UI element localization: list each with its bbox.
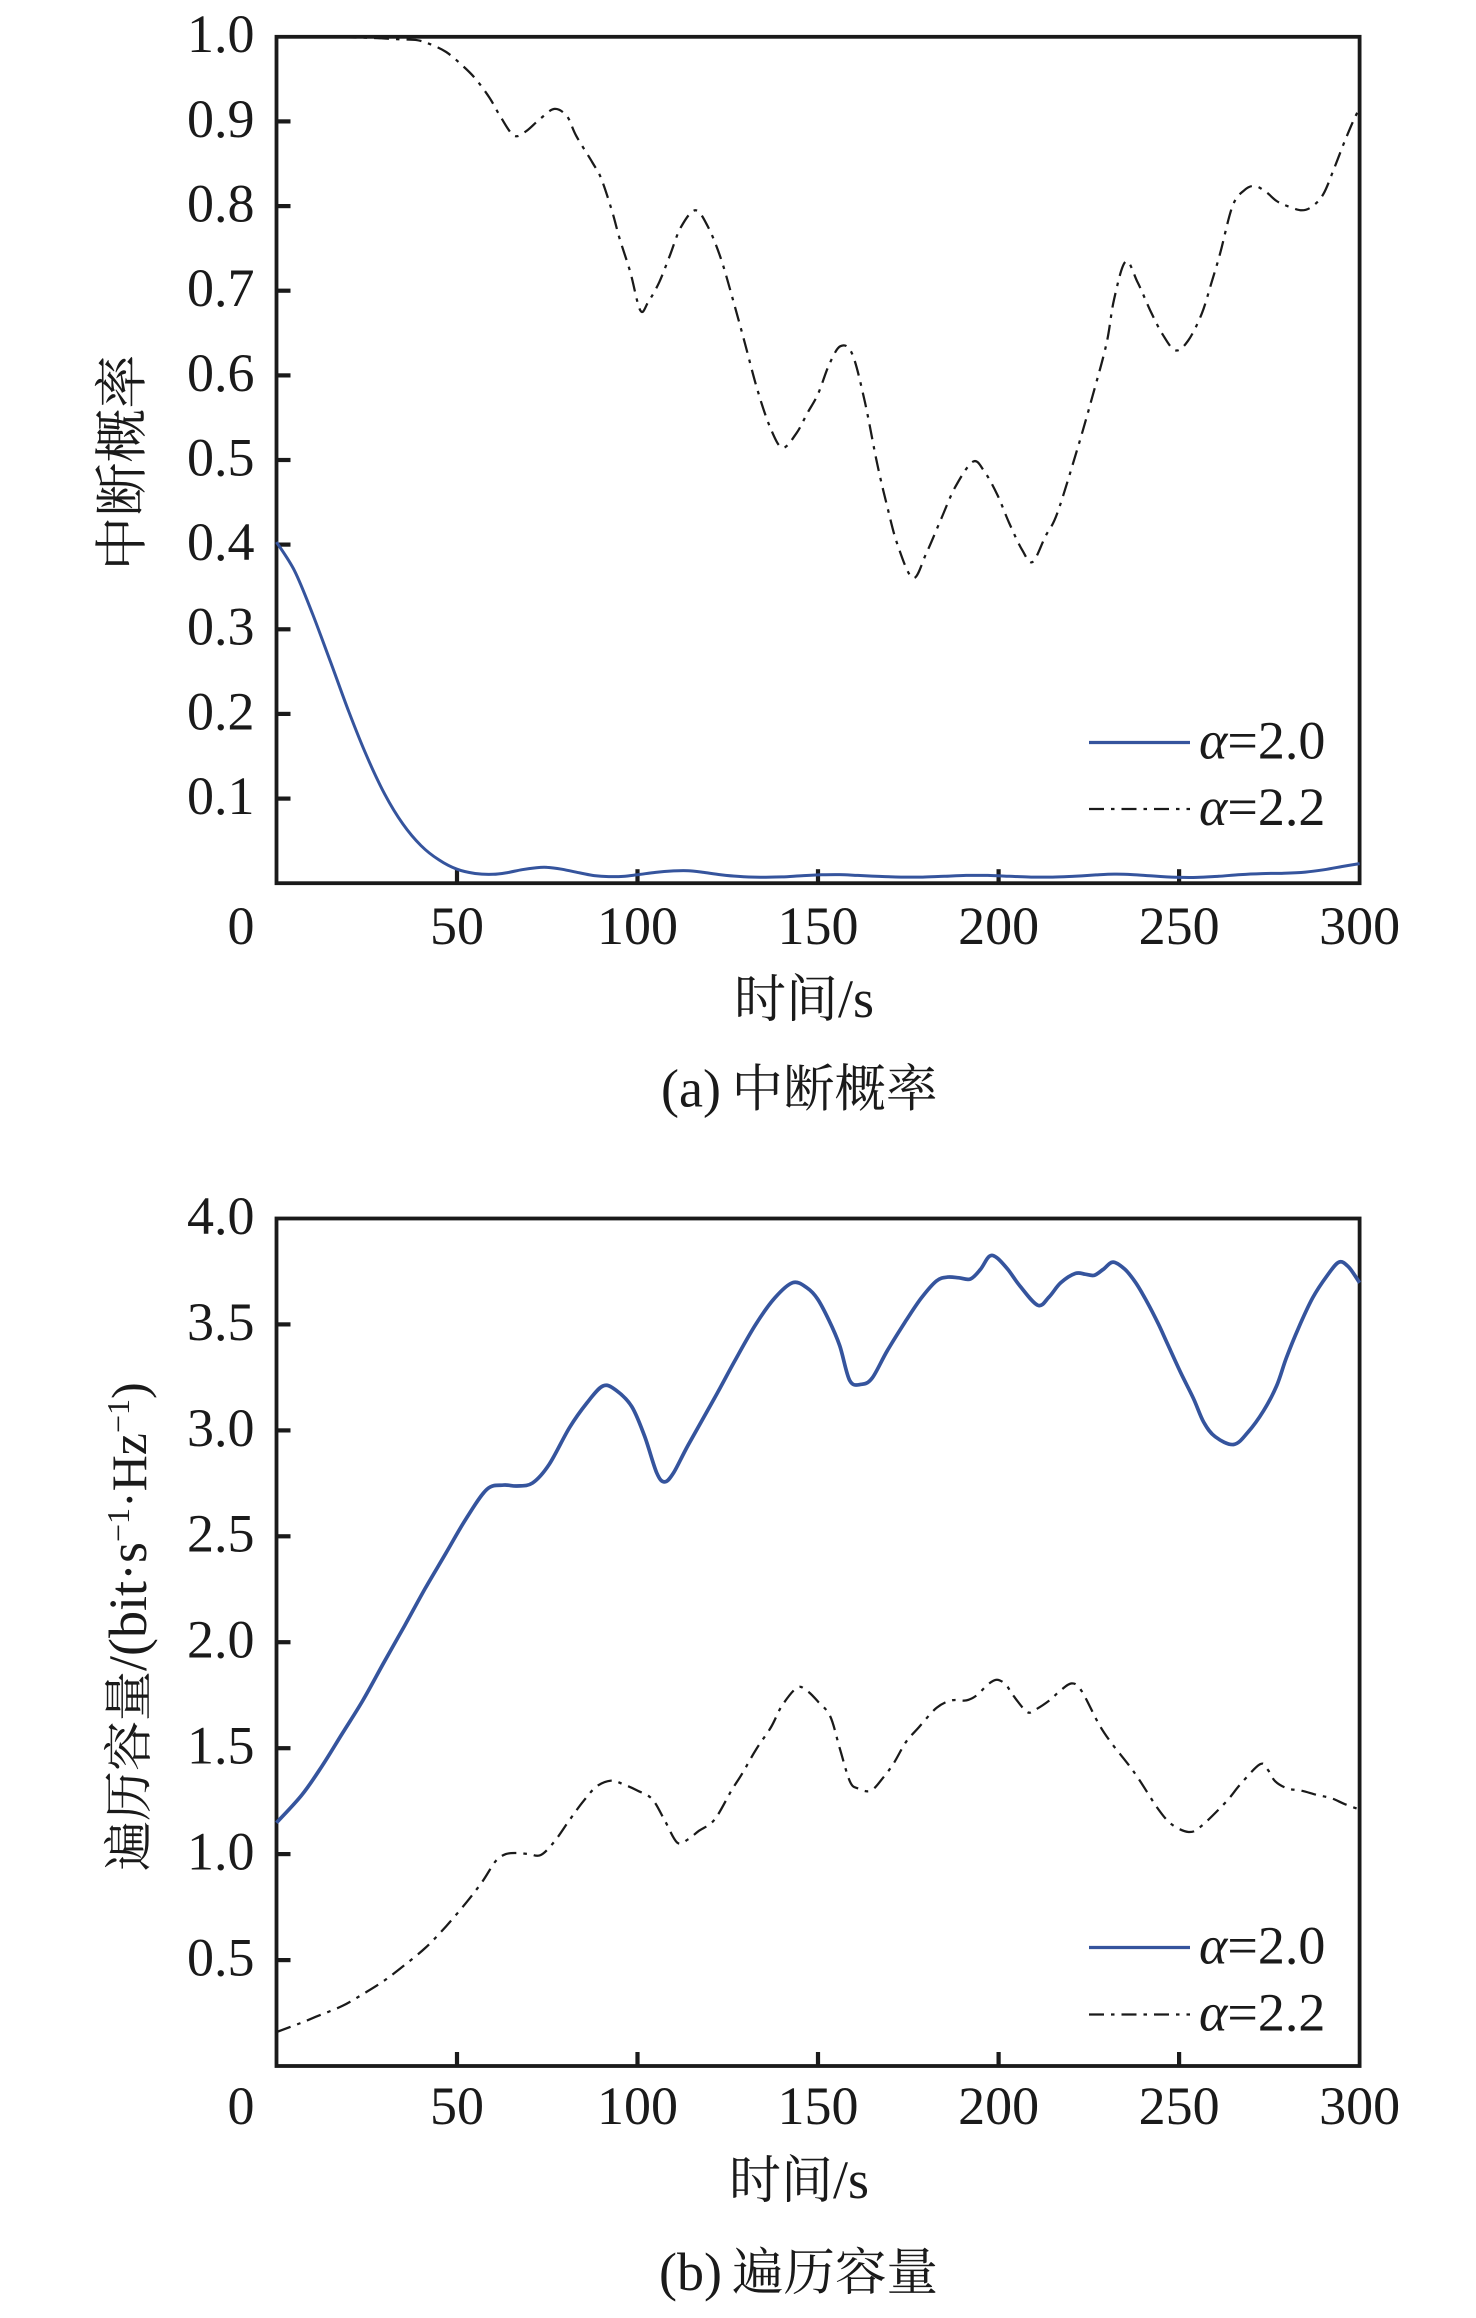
svg-text:0.1: 0.1 <box>187 766 255 826</box>
svg-text:150: 150 <box>778 896 859 956</box>
svg-text:(a): (a) <box>661 1059 734 1119</box>
svg-text:α=2.0: α=2.0 <box>1199 1916 1325 1976</box>
svg-text:4.0: 4.0 <box>187 1186 255 1246</box>
svg-text:1.5: 1.5 <box>187 1716 255 1776</box>
svg-text:300: 300 <box>1319 896 1400 956</box>
svg-text:150: 150 <box>778 2076 859 2136</box>
svg-text:0.4: 0.4 <box>187 512 255 572</box>
svg-text:/s: /s <box>833 2150 869 2210</box>
svg-text:100: 100 <box>597 2076 678 2136</box>
svg-text:2.0: 2.0 <box>187 1610 255 1670</box>
svg-text:1.0: 1.0 <box>187 1822 255 1882</box>
svg-text:0: 0 <box>228 896 255 956</box>
svg-text:3.5: 3.5 <box>187 1292 255 1352</box>
svg-text:50: 50 <box>430 2076 484 2136</box>
svg-text:1.0: 1.0 <box>187 4 255 64</box>
svg-text:0.8: 0.8 <box>187 174 255 234</box>
svg-text:0.5: 0.5 <box>187 427 255 487</box>
svg-text:α=2.0: α=2.0 <box>1199 711 1325 771</box>
svg-text:300: 300 <box>1319 2076 1400 2136</box>
svg-text:200: 200 <box>958 2076 1039 2136</box>
svg-text:α=2.2: α=2.2 <box>1199 777 1325 837</box>
svg-text:0.5: 0.5 <box>187 1928 255 1988</box>
svg-text:0.3: 0.3 <box>187 597 255 657</box>
svg-text:/s: /s <box>838 969 874 1029</box>
svg-text:100: 100 <box>597 896 678 956</box>
svg-text:250: 250 <box>1139 2076 1220 2136</box>
svg-text:0.2: 0.2 <box>187 681 255 741</box>
svg-text:0.6: 0.6 <box>187 343 255 403</box>
svg-text:α=2.2: α=2.2 <box>1199 1983 1325 2043</box>
svg-text:200: 200 <box>958 896 1039 956</box>
svg-text:(b): (b) <box>659 2242 735 2302</box>
svg-text:50: 50 <box>430 896 484 956</box>
svg-text:250: 250 <box>1139 896 1220 956</box>
svg-text:0: 0 <box>228 2076 255 2136</box>
svg-text:0.9: 0.9 <box>187 89 255 149</box>
svg-text:/(bit·s−1·Hz−1): /(bit·s−1·Hz−1) <box>98 1382 158 1671</box>
svg-text:2.5: 2.5 <box>187 1504 255 1564</box>
svg-text:3.0: 3.0 <box>187 1398 255 1458</box>
svg-text:0.7: 0.7 <box>187 258 255 318</box>
